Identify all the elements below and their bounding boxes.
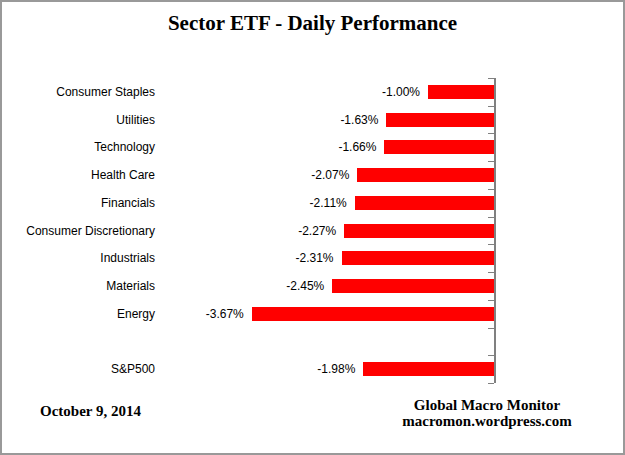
bar (332, 279, 494, 293)
axis-tick (488, 189, 494, 190)
category-label: Health Care (2, 167, 155, 183)
bar (386, 113, 494, 127)
axis-tick (488, 300, 494, 301)
category-label: Financials (2, 195, 155, 211)
bar (342, 251, 494, 265)
axis-tick (488, 244, 494, 245)
axis-tick (488, 133, 494, 134)
bar (384, 140, 494, 154)
axis-tick (488, 217, 494, 218)
category-label: Materials (2, 278, 155, 294)
axis-tick (488, 161, 494, 162)
axis-tick (488, 106, 494, 107)
category-label: Consumer Discretionary (2, 223, 155, 239)
axis-tick (488, 272, 494, 273)
footer-source-line1: Global Macro Monitor (362, 398, 612, 414)
axis-tick (488, 78, 494, 79)
value-label: -1.63% (298, 112, 378, 128)
value-label: -2.31% (254, 250, 334, 266)
footer-date: October 9, 2014 (40, 403, 141, 420)
category-label: Industrials (2, 250, 155, 266)
plot-area: Consumer Staples -1.00% Utilities -1.63% Tec… (2, 2, 625, 455)
bar (252, 307, 494, 321)
bar (357, 168, 494, 182)
category-label: Technology (2, 139, 155, 155)
category-label: Utilities (2, 112, 155, 128)
category-label: Consumer Staples (2, 84, 155, 100)
category-label: S&P500 (2, 361, 155, 377)
footer-source-line2: macromon.wordpress.com (362, 414, 612, 430)
value-label: -1.00% (340, 84, 420, 100)
bar (355, 196, 494, 210)
value-label: -2.11% (267, 195, 347, 211)
value-label: -1.98% (275, 361, 355, 377)
value-label: -3.67% (164, 306, 244, 322)
value-label: -2.45% (244, 278, 324, 294)
bar (363, 362, 494, 376)
axis-tick (488, 328, 494, 329)
value-label: -2.27% (256, 223, 336, 239)
axis-line (494, 78, 496, 383)
footer-source: Global Macro Monitor macromon.wordpress.… (362, 398, 612, 429)
axis-tick (488, 383, 494, 384)
value-label: -2.07% (269, 167, 349, 183)
axis-tick (488, 355, 494, 356)
bar (428, 85, 494, 99)
bar (344, 224, 494, 238)
value-label: -1.66% (296, 139, 376, 155)
chart-frame: Sector ETF - Daily Performance Consumer … (0, 0, 625, 455)
category-label: Energy (2, 306, 155, 322)
